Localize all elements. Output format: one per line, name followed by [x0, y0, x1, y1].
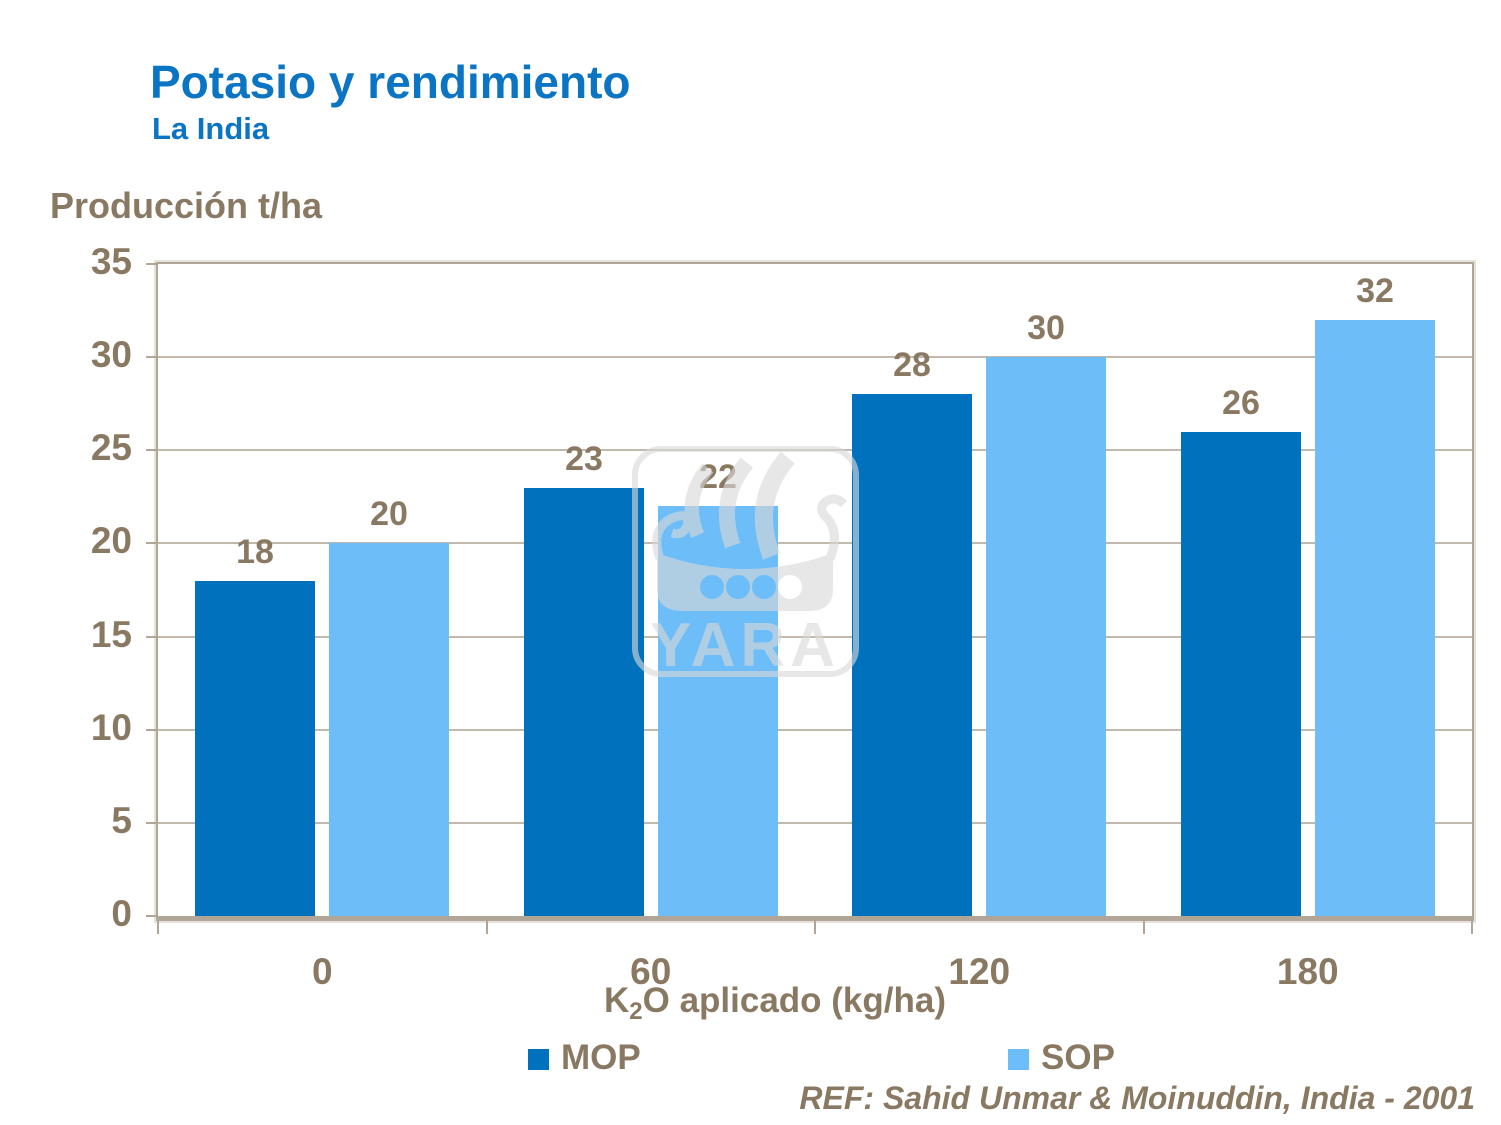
- bar-mop-60: [524, 488, 644, 916]
- x-axis-title-text: K: [603, 981, 630, 1020]
- y-tick-label-20: 20: [90, 520, 132, 562]
- y-tick-label-25: 25: [90, 427, 132, 469]
- x-tick-label-120: 120: [948, 951, 1011, 992]
- x-tick-label-60: 60: [630, 951, 672, 992]
- y-tick-label-35: 35: [90, 241, 132, 282]
- x-axis-title-rest: O aplicado (kg/ha): [642, 981, 947, 1020]
- bar-mop-180: [1181, 432, 1301, 916]
- legend-item-sop: SOP: [1008, 1040, 1115, 1075]
- legend-item-mop: MOP: [528, 1040, 641, 1075]
- bar-label-sop-60: 22: [699, 458, 737, 496]
- legend-label-mop: MOP: [561, 1038, 641, 1077]
- gridline-5: [158, 821, 1472, 824]
- reference-text: REF: Sahid Unmar & Moinuddin, India - 20…: [799, 1080, 1475, 1116]
- x-tick-0: [157, 921, 159, 934]
- legend-swatch-sop: [1008, 1048, 1029, 1070]
- x-axis-title-subscript: 2: [629, 998, 643, 1025]
- x-axis-title: K2O aplicado (kg/ha): [425, 981, 1125, 1026]
- bar-label-mop-180: 26: [1222, 384, 1260, 422]
- legend-label-sop: SOP: [1041, 1038, 1115, 1077]
- y-axis-title: Producción t/ha: [50, 185, 323, 226]
- y-tick-label-0: 0: [111, 893, 132, 934]
- bar-sop-60: [658, 506, 778, 916]
- bar-label-mop-120: 28: [893, 346, 931, 384]
- x-tick-2: [814, 921, 816, 934]
- x-tick-3: [1143, 921, 1145, 934]
- y-tick-30: [146, 356, 158, 359]
- plot-area: [154, 260, 1476, 923]
- bar-mop-120: [852, 394, 972, 916]
- gridline-30: [158, 356, 1472, 359]
- x-tick-label-0: 0: [311, 951, 333, 992]
- y-tick-15: [146, 635, 158, 638]
- y-tick-10: [146, 728, 158, 731]
- y-tick-0: [146, 915, 158, 917]
- bar-mop-0: [195, 581, 315, 916]
- bar-label-mop-0: 18: [236, 533, 274, 571]
- y-tick-5: [146, 821, 158, 824]
- y-tick-20: [146, 542, 158, 545]
- y-tick-label-10: 10: [90, 706, 132, 748]
- bar-sop-180: [1315, 320, 1435, 916]
- y-tick-25: [146, 449, 158, 452]
- y-tick-label-30: 30: [90, 334, 132, 376]
- slide-subtitle: La India: [152, 111, 270, 146]
- y-tick-label-5: 5: [111, 799, 132, 841]
- legend-swatch-mop: [528, 1048, 549, 1070]
- bar-label-sop-120: 30: [1027, 309, 1065, 347]
- gridline-10: [158, 728, 1472, 731]
- bar-label-mop-60: 23: [565, 440, 603, 478]
- x-tick-1: [486, 921, 488, 934]
- x-tick-4: [1471, 921, 1473, 934]
- bar-sop-120: [986, 357, 1106, 916]
- bar-label-sop-180: 32: [1356, 272, 1394, 310]
- slide-title: Potasio y rendimiento: [150, 56, 631, 108]
- y-tick-35: [146, 263, 158, 265]
- y-tick-label-15: 15: [90, 613, 132, 655]
- bar-sop-0: [329, 543, 449, 916]
- bar-label-sop-0: 20: [370, 495, 408, 533]
- x-tick-label-180: 180: [1276, 951, 1339, 992]
